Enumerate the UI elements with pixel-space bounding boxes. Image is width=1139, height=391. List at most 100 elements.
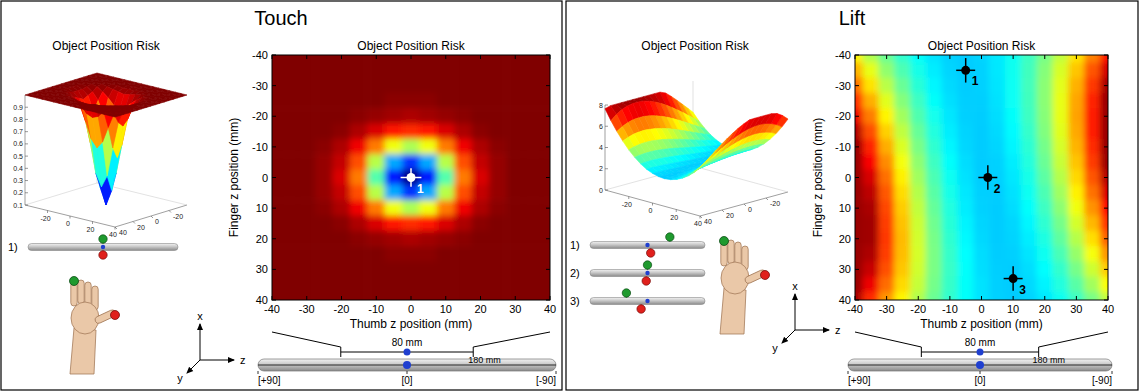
heatmap-cell	[350, 108, 368, 124]
heatmap-cells	[855, 55, 1108, 300]
heatmap-cell	[541, 78, 550, 94]
heatmap-cell	[298, 62, 316, 78]
heatmap-cell	[489, 78, 507, 94]
heatmap-cell	[973, 292, 989, 300]
x-tick	[918, 296, 919, 300]
heatmap-cell	[524, 124, 542, 140]
diagram-rod	[590, 242, 705, 249]
heatmap-cell	[419, 200, 437, 216]
heatmap-cell	[524, 62, 542, 78]
heatmap-cell	[1005, 55, 1021, 63]
surface-title: Object Position Risk	[641, 39, 749, 53]
heatmap-cell	[402, 78, 420, 94]
heatmap-cell	[926, 292, 942, 300]
heatmap-cell	[863, 62, 879, 78]
rod-length-label: 180 mm	[1032, 355, 1065, 365]
heatmap-cell	[894, 185, 910, 201]
z-tick-label: 0.8	[13, 116, 23, 123]
heatmap-cell	[942, 108, 958, 124]
heatmap-cell	[333, 292, 351, 300]
heatmap-cell	[1052, 170, 1068, 186]
thumb-marker	[111, 311, 120, 320]
heatmap-cell	[506, 292, 524, 300]
heatmap-cell	[472, 185, 490, 201]
point-label: 3	[1019, 283, 1026, 297]
heatmap-cell	[1052, 124, 1068, 140]
x-tick	[445, 55, 446, 59]
surface-y-tick-label: 40	[119, 229, 127, 236]
heatmap-frame	[272, 55, 550, 300]
heatmap-cell	[524, 200, 542, 216]
grip-diagrams: 1)2)3)	[570, 233, 705, 313]
heatmap-cell	[957, 200, 973, 216]
heatmap-cell	[910, 246, 926, 262]
heatmap-cell	[298, 170, 316, 186]
heatmap-cell	[541, 231, 550, 247]
heatmap-cell	[1084, 93, 1100, 109]
heatmap-cell	[1100, 215, 1108, 231]
heatmap-cell	[506, 261, 524, 277]
diagram-rod	[28, 244, 178, 251]
heatmap-cell	[506, 139, 524, 155]
heatmap-cell	[524, 154, 542, 170]
surface-plot: 0.10.20.30.40.50.60.70.80.9-20-200020204…	[13, 73, 187, 238]
panel-frame	[1, 1, 562, 390]
heatmap-cell	[367, 139, 385, 155]
heatmap-cell	[350, 154, 368, 170]
hand	[720, 237, 770, 335]
heatmap-cell	[489, 154, 507, 170]
heatmap-cell	[863, 231, 879, 247]
heatmap-cell	[385, 292, 403, 300]
heatmap-cell	[437, 55, 455, 63]
surface-patch	[109, 114, 119, 117]
rod-tick-label: [0]	[974, 375, 985, 386]
x-tick-label: -30	[879, 303, 895, 315]
heatmap-cell	[989, 200, 1005, 216]
heatmap-cell	[506, 277, 524, 293]
zoom-line	[1039, 332, 1108, 347]
surface-x-tick	[92, 222, 93, 225]
heatmap-cell	[402, 215, 420, 231]
heatmap-cell	[272, 93, 281, 109]
heatmap-cell	[419, 93, 437, 109]
heatmap-cell	[385, 154, 403, 170]
heatmap-cell	[402, 261, 420, 277]
heatmap-cell	[1084, 215, 1100, 231]
heatmap-cell	[315, 185, 333, 201]
heatmap-cell	[1100, 185, 1108, 201]
heatmap-cell	[1052, 185, 1068, 201]
heatmap-cell	[973, 200, 989, 216]
x-tick	[411, 296, 412, 300]
heatmap-cell	[894, 154, 910, 170]
heatmap-cell	[315, 261, 333, 277]
heatmap-cell	[367, 200, 385, 216]
y-tick-label: -40	[252, 49, 268, 61]
heatmap-cell	[855, 108, 863, 124]
surface-y-tick-label: 40	[704, 218, 712, 225]
heatmap-cell	[1021, 185, 1037, 201]
heatmap-cell	[1052, 200, 1068, 216]
heatmap-cell	[1068, 185, 1084, 201]
y-tick	[272, 55, 276, 56]
heatmap-cell	[1005, 78, 1021, 94]
y-tick	[855, 85, 859, 86]
heatmap-cell	[315, 108, 333, 124]
heatmap-cell	[315, 170, 333, 186]
heatmap-cell	[1068, 139, 1084, 155]
heatmap-cell	[315, 246, 333, 262]
heatmap-cell	[973, 55, 989, 63]
heatmap-cell	[280, 170, 298, 186]
heatmap-cell	[272, 170, 281, 186]
heatmap-cell	[385, 261, 403, 277]
heatmap-cell	[1100, 55, 1108, 63]
heatmap-cell	[942, 246, 958, 262]
heatmap-cell	[541, 124, 550, 140]
x-tick	[1108, 55, 1109, 59]
y-tick	[272, 269, 276, 270]
heatmap-cell	[367, 154, 385, 170]
heatmap-cell	[272, 200, 281, 216]
heatmap-cell	[541, 55, 550, 63]
heatmap-cell	[942, 231, 958, 247]
axis-arrow	[795, 330, 829, 331]
heatmap-cell	[541, 246, 550, 262]
